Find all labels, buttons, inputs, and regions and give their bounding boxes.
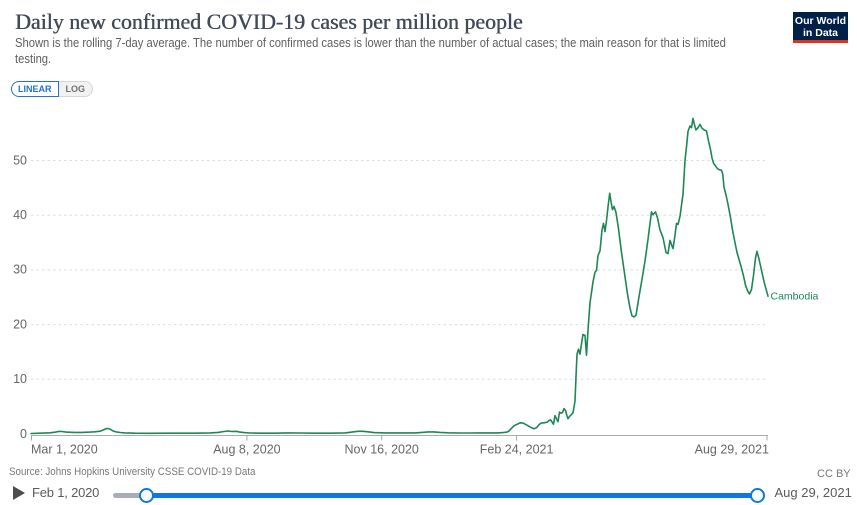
svg-text:Mar 1, 2020: Mar 1, 2020 — [31, 443, 98, 457]
svg-text:40: 40 — [13, 208, 27, 222]
svg-text:50: 50 — [13, 153, 27, 167]
svg-text:20: 20 — [13, 317, 27, 331]
svg-text:Cambodia: Cambodia — [771, 291, 819, 303]
svg-text:30: 30 — [13, 263, 27, 277]
svg-text:Feb 24, 2021: Feb 24, 2021 — [480, 443, 554, 457]
svg-text:0: 0 — [20, 427, 27, 441]
svg-text:Nov 16, 2020: Nov 16, 2020 — [345, 443, 419, 457]
svg-text:Aug 8, 2020: Aug 8, 2020 — [213, 443, 280, 457]
svg-text:Aug 29, 2021: Aug 29, 2021 — [695, 443, 769, 457]
svg-text:10: 10 — [13, 372, 27, 386]
